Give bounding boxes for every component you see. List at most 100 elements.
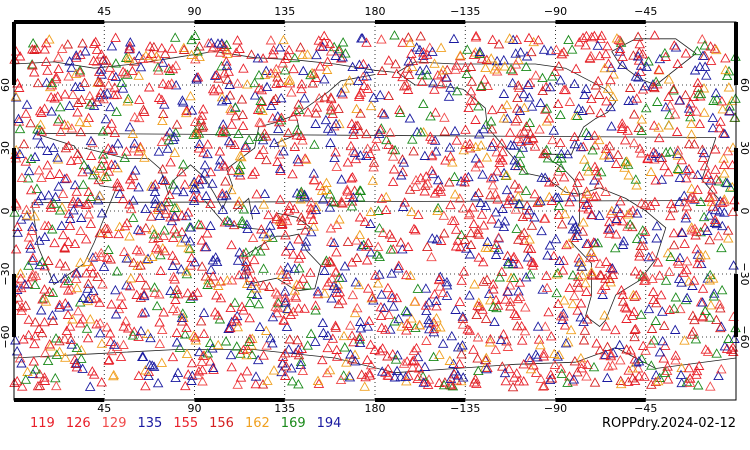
observation-triangle xyxy=(511,310,522,320)
observation-triangle xyxy=(497,361,508,371)
observation-triangle xyxy=(154,210,166,220)
observation-triangle xyxy=(95,247,107,258)
observation-triangle xyxy=(331,161,342,171)
observation-triangle xyxy=(550,233,562,244)
observation-triangle xyxy=(240,261,251,271)
observation-triangle xyxy=(300,241,311,251)
observation-triangle xyxy=(340,48,351,58)
observation-triangle xyxy=(721,70,733,81)
observation-triangle xyxy=(317,194,329,204)
observation-triangle xyxy=(255,246,266,256)
observation-triangle xyxy=(197,376,208,386)
observation-triangle xyxy=(589,377,601,387)
observation-triangle xyxy=(351,103,362,114)
observation-triangle xyxy=(260,65,272,75)
observation-triangle xyxy=(184,235,196,246)
observation-triangle xyxy=(524,117,536,127)
observation-triangle xyxy=(54,168,65,178)
observation-triangle xyxy=(280,229,291,240)
observation-triangle xyxy=(523,32,535,43)
observation-triangle xyxy=(716,197,728,207)
observation-triangle xyxy=(360,371,371,382)
observation-triangle xyxy=(493,244,504,254)
observation-triangle xyxy=(232,78,243,88)
observation-triangle xyxy=(445,82,456,92)
observation-triangle xyxy=(207,254,219,265)
observation-triangle xyxy=(418,377,429,387)
observation-triangle xyxy=(705,41,716,51)
observation-triangle xyxy=(115,291,127,301)
observation-triangle xyxy=(693,88,704,99)
observation-triangle xyxy=(577,202,589,212)
observation-triangle xyxy=(284,200,295,210)
observation-triangle xyxy=(96,376,107,387)
observation-triangle xyxy=(48,198,60,208)
observation-triangle xyxy=(576,358,588,368)
observation-triangle xyxy=(54,205,66,215)
observation-triangle xyxy=(635,269,646,279)
observation-triangle xyxy=(561,239,572,250)
observation-triangle xyxy=(462,44,473,54)
observation-triangle xyxy=(464,249,476,259)
observation-triangle xyxy=(364,367,375,378)
observation-triangle xyxy=(522,252,534,262)
lat-tick-label-right: −30 xyxy=(738,262,750,286)
observation-triangle xyxy=(629,324,640,334)
observation-triangle xyxy=(293,234,304,244)
observation-triangle xyxy=(415,126,427,137)
observation-triangle xyxy=(294,262,305,273)
observation-triangle xyxy=(668,83,679,94)
observation-triangle xyxy=(53,52,64,62)
observation-triangle xyxy=(481,152,493,162)
observation-triangle xyxy=(310,300,321,310)
observation-triangle xyxy=(192,287,203,297)
observation-triangle xyxy=(621,303,632,313)
observation-triangle xyxy=(103,79,114,90)
observation-triangle xyxy=(438,379,450,390)
observation-triangle xyxy=(291,187,303,198)
lat-tick-label-right: 0 xyxy=(738,207,750,215)
observation-triangle xyxy=(699,107,710,117)
observation-triangle xyxy=(599,62,611,73)
observation-triangle xyxy=(435,78,447,89)
observation-triangle xyxy=(25,117,36,128)
observation-triangle xyxy=(221,190,232,200)
observation-triangle xyxy=(558,311,569,321)
observation-triangle xyxy=(39,316,50,327)
observation-triangle xyxy=(48,142,59,152)
observation-triangle xyxy=(462,324,473,334)
observation-triangle xyxy=(403,32,414,42)
observation-triangle xyxy=(352,75,364,86)
observation-triangle xyxy=(729,112,741,122)
observation-triangle xyxy=(270,301,281,311)
observation-triangle xyxy=(33,164,45,175)
observation-triangle xyxy=(470,153,482,163)
observation-triangle xyxy=(181,268,193,279)
observation-triangle xyxy=(108,369,120,380)
observation-triangle xyxy=(259,128,270,138)
observation-triangle xyxy=(176,316,188,326)
observation-triangle xyxy=(530,70,542,80)
observation-triangle xyxy=(431,312,442,323)
observation-triangle xyxy=(673,258,685,268)
observation-triangle xyxy=(134,94,145,104)
observation-triangle xyxy=(437,287,449,298)
observation-triangle xyxy=(261,154,272,165)
observation-triangle xyxy=(572,366,583,377)
observation-triangle xyxy=(106,40,118,51)
observation-triangle xyxy=(602,83,614,93)
observation-triangle xyxy=(604,149,615,159)
observation-triangle xyxy=(23,314,35,324)
observation-triangle xyxy=(140,280,152,290)
observation-triangle xyxy=(339,342,351,352)
observation-triangle xyxy=(407,134,418,144)
observation-triangle xyxy=(592,40,604,50)
observation-triangle xyxy=(376,322,388,332)
observation-triangle xyxy=(679,238,690,248)
observation-triangle xyxy=(583,166,594,176)
observation-triangle xyxy=(307,78,318,88)
observation-triangle xyxy=(540,321,551,331)
observation-triangle xyxy=(683,163,695,173)
